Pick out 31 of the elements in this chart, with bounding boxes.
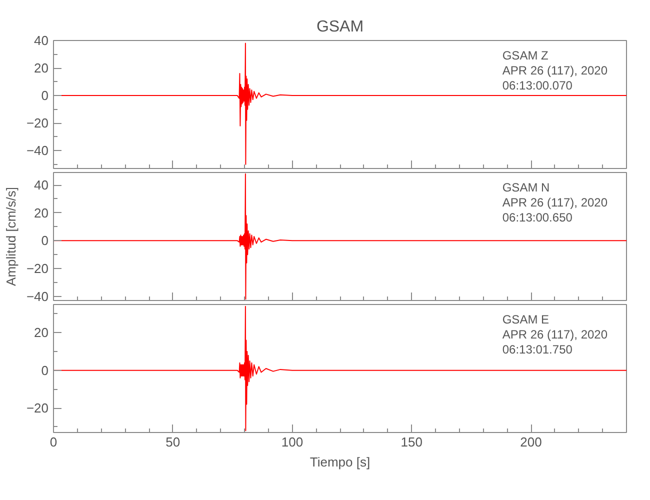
- y-tick-label: 0: [41, 233, 49, 248]
- annotation: 06:13:00.650: [502, 210, 573, 224]
- line-series: [54, 173, 626, 300]
- y-tick-label: −20: [26, 400, 49, 416]
- y-tick-label: 40: [34, 33, 49, 48]
- annotation: GSAM Z: [502, 48, 548, 62]
- annotation: GSAM N: [502, 180, 550, 194]
- y-tick-label: 40: [34, 178, 49, 193]
- annotation: 06:13:00.070: [502, 78, 573, 92]
- y-tick-label: −20: [26, 261, 49, 276]
- x-tick-label: 100: [281, 434, 304, 450]
- y-tick-label: 20: [34, 60, 49, 76]
- annotation: GSAM E: [502, 312, 550, 326]
- annotation: APR 26 (117), 2020: [502, 64, 608, 78]
- annotation: APR 26 (117), 2020: [502, 196, 608, 210]
- y-tick-label: 0: [41, 88, 49, 104]
- chart-title: GSAM: [316, 18, 364, 36]
- y-tick-label: 20: [34, 325, 49, 340]
- y-tick-label: −20: [26, 116, 49, 131]
- y-tick-label: −40: [26, 288, 49, 304]
- y-axis-title: Amplitud [cm/s/s]: [3, 187, 18, 286]
- annotation: APR 26 (117), 2020: [502, 328, 608, 342]
- y-tick-label: −40: [26, 143, 49, 158]
- line-series: [54, 306, 626, 432]
- y-tick-label: 20: [34, 205, 49, 220]
- x-tick-label: 200: [520, 434, 542, 450]
- x-tick-label: 50: [166, 434, 180, 450]
- x-axis-title: Tiempo [s]: [310, 454, 370, 470]
- y-tick-label: 0: [41, 362, 49, 378]
- annotation: 06:13:01.750: [502, 342, 573, 356]
- x-tick-label: 150: [400, 434, 422, 450]
